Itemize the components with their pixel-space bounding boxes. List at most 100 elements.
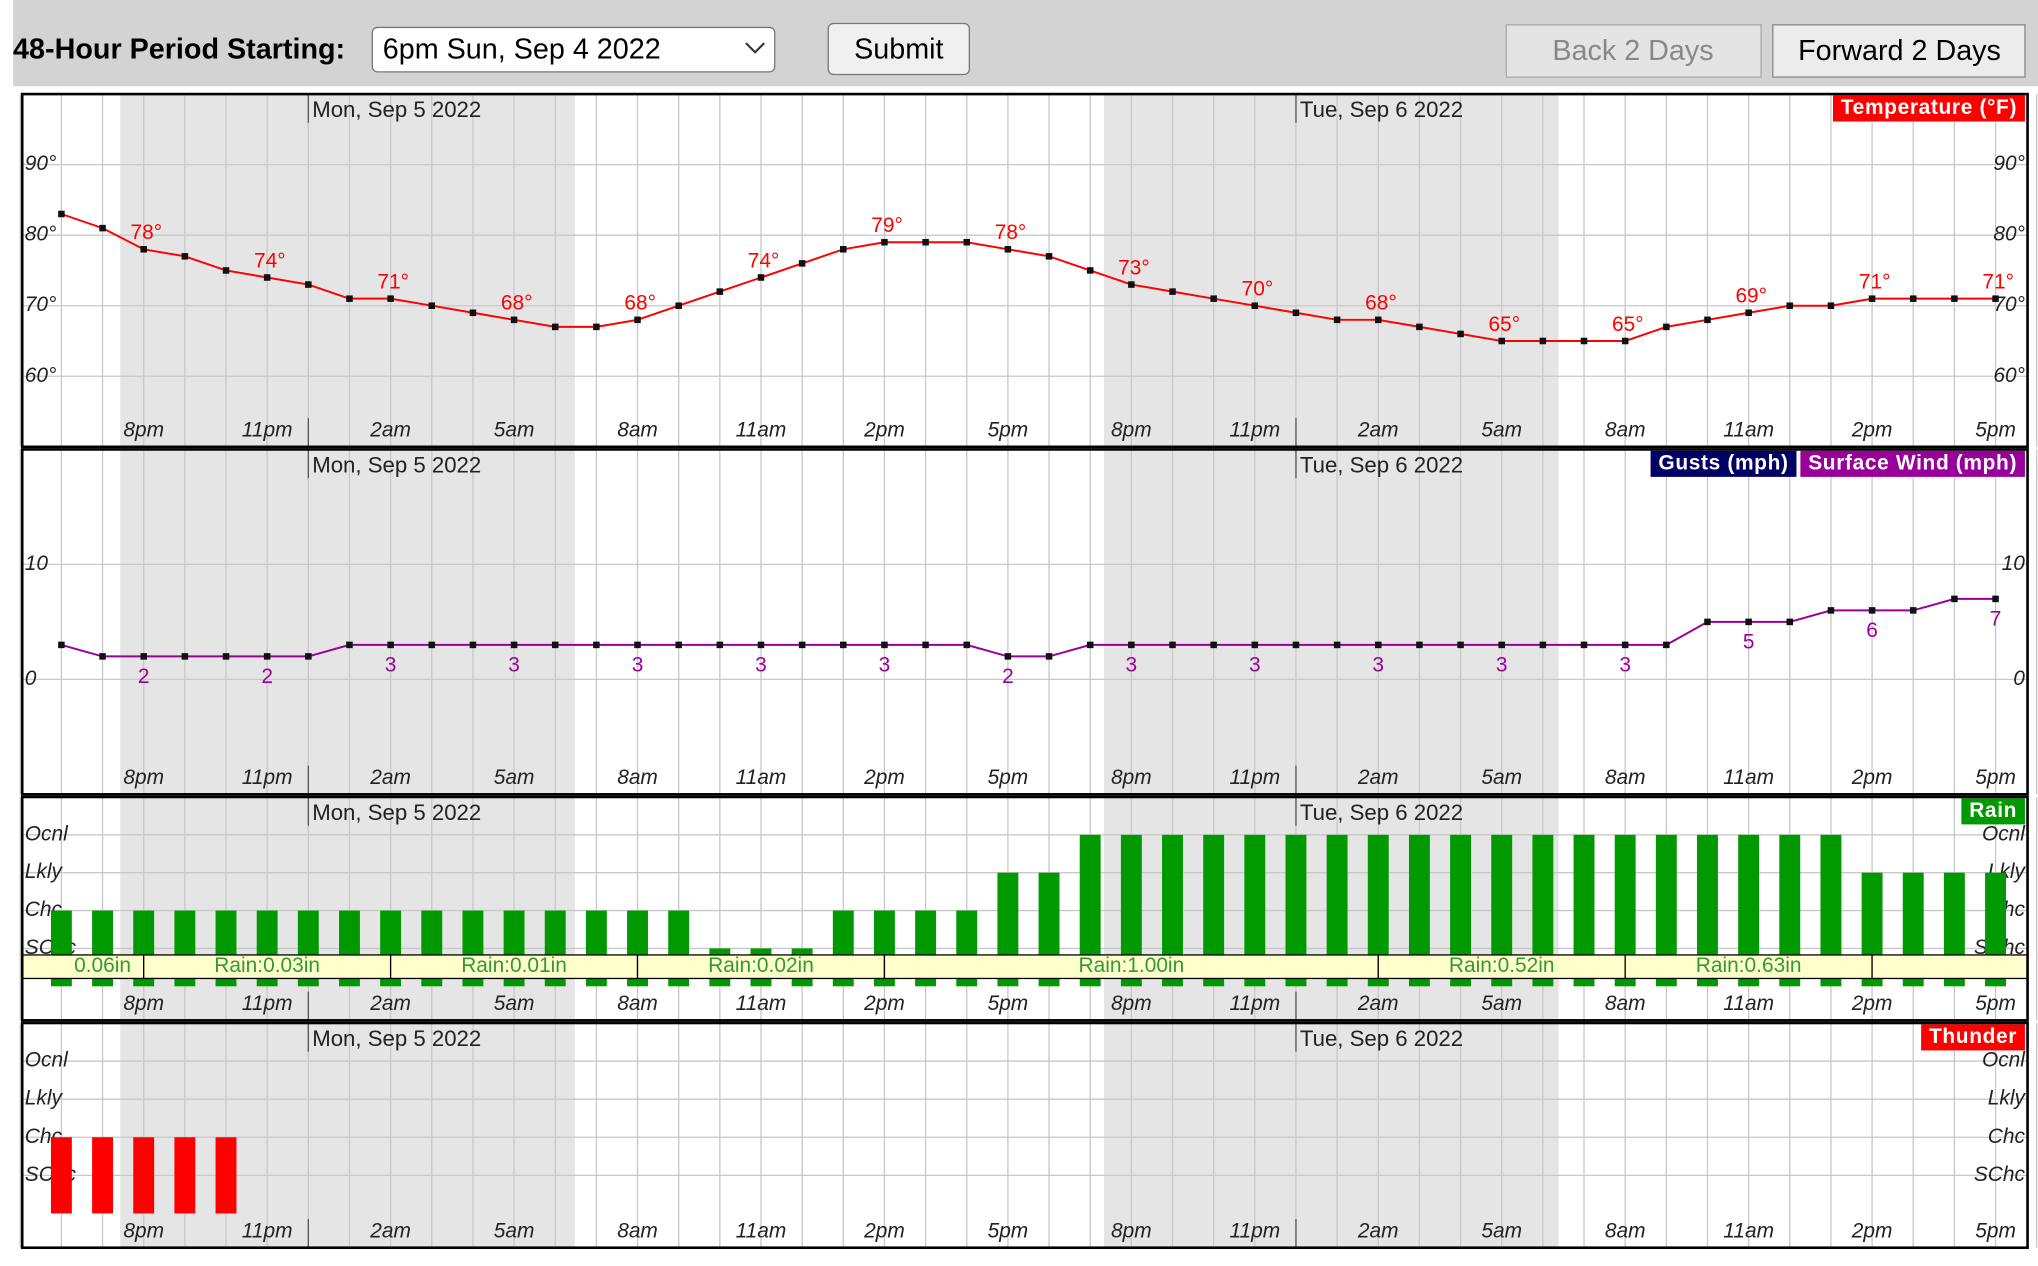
data-point <box>1704 316 1711 324</box>
y-tick-label: Ocnl <box>1982 822 2026 845</box>
hour-label: 8am <box>617 1220 658 1243</box>
data-point <box>1663 641 1670 649</box>
hour-label: 2pm <box>1851 766 1893 789</box>
hour-label: 8pm <box>1111 1220 1152 1243</box>
hour-label: 11pm <box>1229 419 1280 442</box>
hour-label: 5pm <box>988 766 1029 789</box>
y-tick-label: Chc <box>1988 1125 2026 1148</box>
hour-label: 5pm <box>1975 766 2016 789</box>
data-point <box>1004 653 1012 660</box>
y-tick-label: Lkly <box>25 1087 64 1110</box>
amount-label: Rain:0.02in <box>708 954 814 977</box>
hour-label: 11am <box>736 766 787 789</box>
data-point <box>840 641 847 649</box>
hour-label: 8pm <box>123 419 164 442</box>
bar <box>1203 834 1225 987</box>
y-tick-label: 70° <box>25 293 57 316</box>
data-label: 78° <box>131 221 163 244</box>
panel-border <box>20 795 2029 1022</box>
data-point <box>1210 641 1217 649</box>
back-button[interactable]: Back 2 Days <box>1505 24 1762 78</box>
data-point <box>346 295 353 302</box>
data-point <box>387 641 394 649</box>
data-point <box>1333 641 1341 649</box>
submit-label: Submit <box>854 34 943 66</box>
data-point <box>1457 330 1464 338</box>
data-label: 71° <box>1859 271 1891 294</box>
data-point <box>99 224 106 232</box>
data-point <box>757 641 765 649</box>
data-point <box>1128 281 1135 288</box>
hour-label: 5pm <box>988 419 1029 442</box>
hour-label: 8am <box>617 419 658 442</box>
night-shade <box>120 1022 575 1248</box>
data-point <box>1498 337 1505 345</box>
hour-label: 5am <box>494 766 535 789</box>
day-label: Mon, Sep 5 2022 <box>312 800 481 825</box>
submit-button[interactable]: Submit <box>827 22 971 76</box>
data-point <box>1745 309 1752 317</box>
data-point <box>1292 641 1300 649</box>
data-label: 68° <box>501 292 533 315</box>
data-label: 3 <box>508 653 520 676</box>
hour-label: 2am <box>369 419 411 442</box>
period-label: 48-Hour Period Starting: <box>13 34 345 66</box>
data-label: 3 <box>879 653 891 676</box>
data-point <box>1086 267 1094 274</box>
data-point <box>181 253 189 260</box>
data-point <box>1868 295 1876 302</box>
hour-label: 2am <box>1357 992 1399 1015</box>
data-label: 69° <box>1735 285 1767 308</box>
bar <box>1614 834 1636 987</box>
data-point <box>1004 246 1012 253</box>
legend-box <box>1832 95 2025 122</box>
data-point <box>263 274 271 281</box>
data-point <box>1169 288 1176 295</box>
bar <box>1820 834 1842 987</box>
data-label: 73° <box>1118 256 1150 279</box>
legend-label: Gusts (mph) <box>1658 451 1788 474</box>
data-point <box>1333 316 1341 324</box>
day-label: Mon, Sep 5 2022 <box>312 97 481 122</box>
period-select[interactable]: 6pm Sun, Sep 4 2022 <box>371 26 776 73</box>
y-tick-label: Ocnl <box>25 1049 69 1072</box>
data-point <box>1909 295 1917 302</box>
data-point <box>593 641 600 649</box>
amount-label: Rain:0.03in <box>214 954 320 977</box>
forward-button[interactable]: Forward 2 Days <box>1772 24 2026 78</box>
data-point <box>1539 337 1547 345</box>
data-point <box>1909 607 1917 614</box>
data-point <box>675 641 682 649</box>
data-point <box>346 641 353 649</box>
bar <box>1738 834 1760 987</box>
data-label: 7 <box>1990 607 2002 630</box>
data-point <box>1251 641 1259 649</box>
rain-amounts: 0.06in Rain:0.03in Rain:0.01in Rain:0.02in R… <box>22 954 2028 980</box>
data-point <box>99 653 106 660</box>
data-label: 2 <box>261 665 273 688</box>
data-line <box>61 213 1996 342</box>
data-label: 68° <box>1365 292 1397 315</box>
data-label: 3 <box>755 653 767 676</box>
data-point <box>1374 316 1382 324</box>
data-point <box>1045 253 1053 260</box>
amount-label: 0.06in <box>74 954 131 977</box>
day-label: Mon, Sep 5 2022 <box>312 1026 481 1051</box>
data-point <box>1251 302 1259 309</box>
hour-label: 5pm <box>1975 419 2016 442</box>
data-label: 68° <box>624 292 656 315</box>
y-tick-label: 90° <box>1993 152 2025 175</box>
day-label: Tue, Sep 6 2022 <box>1300 97 1463 122</box>
hour-label: 11am <box>736 992 787 1015</box>
hour-label: 8pm <box>1111 419 1152 442</box>
bar <box>1367 834 1389 987</box>
bar <box>1326 834 1348 987</box>
hour-label: 5am <box>494 419 535 442</box>
y-tick-label: 80° <box>1993 223 2025 246</box>
data-point <box>1868 607 1876 614</box>
hour-label: 5am <box>1481 992 1522 1015</box>
data-point <box>1786 302 1794 309</box>
data-point <box>58 210 65 218</box>
